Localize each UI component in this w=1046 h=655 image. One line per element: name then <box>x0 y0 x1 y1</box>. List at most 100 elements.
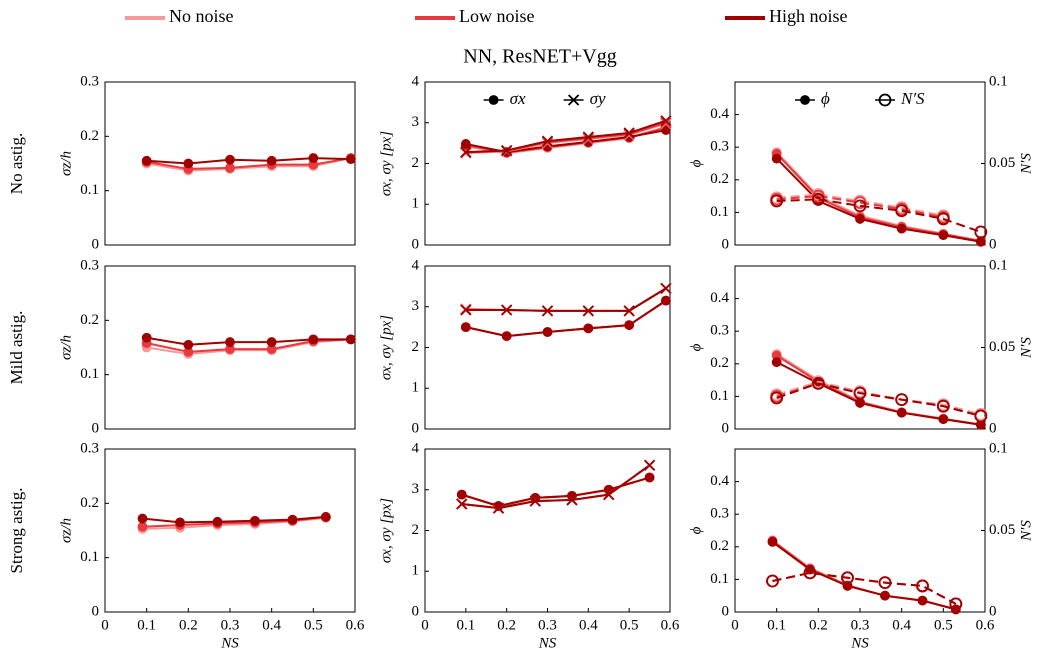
row-label: No astig. <box>7 133 26 194</box>
marker <box>212 516 223 527</box>
y-tick-label: 0 <box>92 236 100 252</box>
marker <box>949 597 963 611</box>
marker <box>771 153 782 164</box>
marker <box>855 398 865 408</box>
marker <box>137 513 148 524</box>
y-tick-label: 3 <box>412 114 420 130</box>
marker <box>308 334 319 345</box>
series-line <box>776 198 982 233</box>
y-tick-label: 0.1 <box>80 549 99 565</box>
plot-frame <box>104 265 356 430</box>
y-tick-label: 0 <box>722 420 730 436</box>
marker <box>770 194 784 208</box>
y-tick-label: 0.2 <box>80 495 99 511</box>
marker <box>542 327 553 337</box>
series-line <box>146 157 351 165</box>
marker <box>853 386 867 400</box>
marker <box>582 131 594 143</box>
marker <box>456 498 468 510</box>
marker <box>541 305 554 317</box>
row-label: Mild astig. <box>7 311 26 385</box>
marker <box>938 230 949 241</box>
marker <box>175 517 185 528</box>
series-line <box>776 193 944 217</box>
y-tick-label: 0.2 <box>80 128 99 144</box>
y2-tick-label: 0.05 <box>989 155 1015 171</box>
marker <box>308 153 319 163</box>
marker <box>345 334 356 345</box>
y2-tick-label: 0.1 <box>989 257 1008 273</box>
y-tick-label: 0.1 <box>710 204 729 220</box>
marker <box>841 571 854 585</box>
x-axis-label: NS <box>850 635 869 651</box>
marker <box>916 579 929 593</box>
y2-axis-label: N′S <box>1018 520 1034 542</box>
marker <box>501 144 513 157</box>
marker-legend-symbol <box>878 93 892 107</box>
marker <box>771 357 782 368</box>
marker-legend-symbol <box>800 95 810 105</box>
marker <box>492 502 505 514</box>
y-tick-label: 0.2 <box>710 171 729 187</box>
marker <box>811 192 825 206</box>
y-tick-label: 1 <box>412 196 420 212</box>
marker <box>660 117 672 129</box>
legend-label: No noise <box>169 6 234 26</box>
plot-frame <box>734 448 986 613</box>
y-tick-label: 1 <box>412 563 420 579</box>
marker <box>603 489 615 501</box>
marker <box>624 320 635 330</box>
y-tick-label: 4 <box>412 440 420 456</box>
marker <box>183 339 194 350</box>
y-tick-label: 0.2 <box>710 355 729 371</box>
marker <box>582 305 594 317</box>
marker <box>137 521 148 532</box>
marker <box>250 515 260 526</box>
series-line <box>776 354 981 426</box>
marker <box>842 581 853 591</box>
x-tick-label: 0.6 <box>661 617 680 633</box>
x-tick-label: 0.5 <box>304 617 323 633</box>
y-axis-label: σz/h <box>58 518 74 543</box>
series-line <box>465 287 667 312</box>
marker <box>345 154 356 165</box>
y-axis-label: ϕ <box>688 159 704 167</box>
marker <box>803 566 817 580</box>
y-axis-label: σz/h <box>58 335 74 360</box>
marker-legend-symbol <box>567 94 580 106</box>
y-tick-label: 0 <box>722 603 730 619</box>
marker <box>141 332 152 343</box>
y-tick-label: 0.1 <box>80 182 99 198</box>
marker <box>529 495 541 507</box>
y-tick-label: 0.4 <box>710 473 729 489</box>
y-tick-label: 0.1 <box>710 571 729 587</box>
series-line <box>461 476 650 508</box>
y-tick-label: 2 <box>412 522 420 538</box>
marker <box>974 225 988 239</box>
marker <box>895 393 909 407</box>
plot-frame <box>424 448 671 613</box>
marker <box>644 472 655 483</box>
marker <box>643 459 656 471</box>
marker <box>766 574 779 588</box>
y-tick-label: 0.2 <box>80 312 99 328</box>
series-line <box>771 541 957 611</box>
series-line <box>776 380 982 416</box>
marker <box>541 135 554 147</box>
y-tick-label: 1 <box>412 380 420 396</box>
marker <box>566 494 578 506</box>
x-tick-label: 0.5 <box>620 617 639 633</box>
marker <box>266 337 277 347</box>
y2-tick-label: 0 <box>989 420 997 436</box>
marker <box>770 391 784 405</box>
marker <box>896 407 907 418</box>
plot-frame <box>104 81 356 246</box>
y-axis-label: σx, σy [px] <box>378 498 394 563</box>
series-line <box>146 157 352 172</box>
marker <box>460 322 471 333</box>
marker <box>975 236 986 247</box>
marker <box>811 376 825 390</box>
x-tick-label: 0.2 <box>497 617 516 633</box>
x-tick-label: 0.5 <box>934 617 953 633</box>
